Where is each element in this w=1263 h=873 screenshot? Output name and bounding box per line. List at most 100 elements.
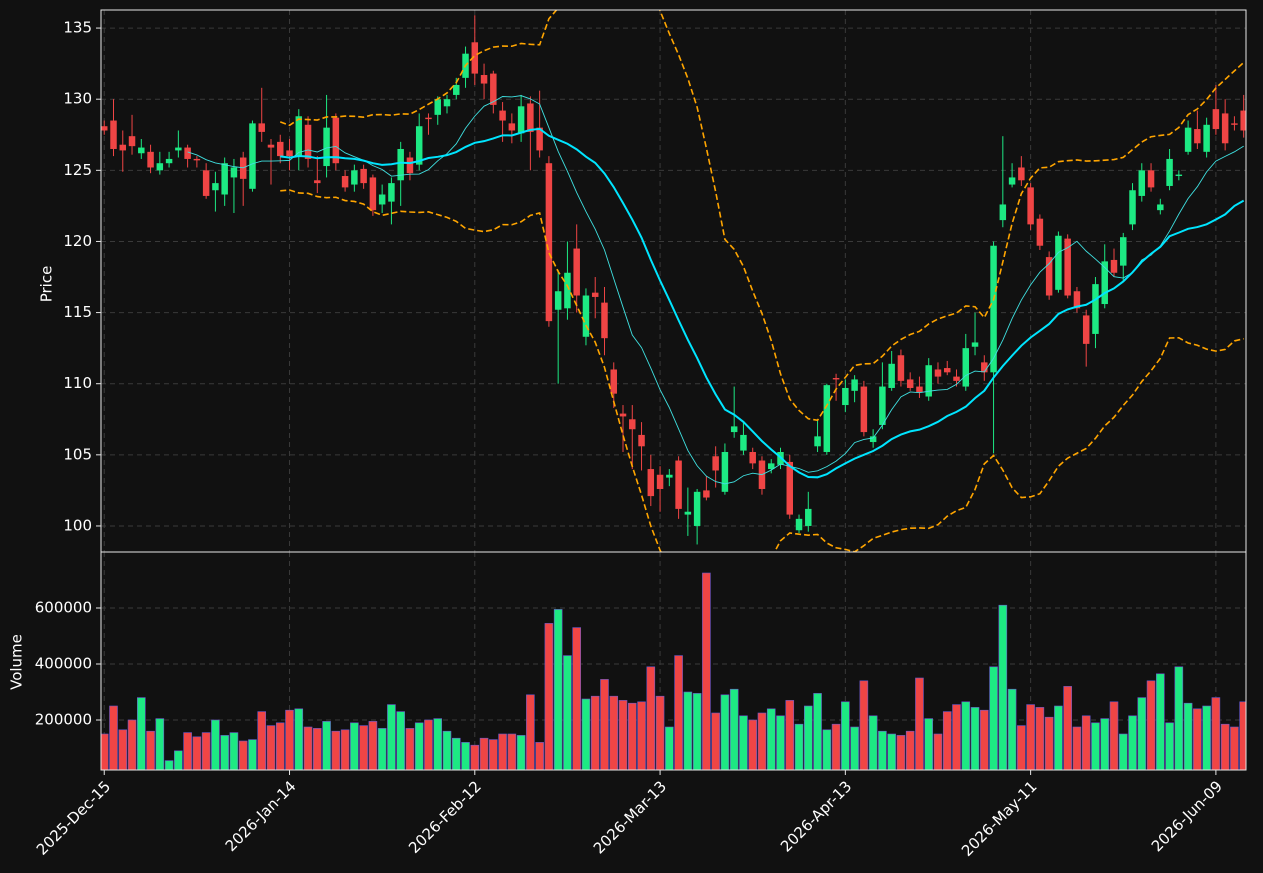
y-tick-label: 125 xyxy=(63,161,92,179)
candle-body xyxy=(230,167,238,178)
candle-body xyxy=(369,177,377,211)
candle-body xyxy=(1110,259,1118,273)
candle-body xyxy=(415,126,423,165)
volume-bar xyxy=(424,719,433,770)
volume-bar xyxy=(1044,716,1054,770)
candle-body xyxy=(202,170,210,196)
candle-body xyxy=(814,436,821,447)
candle-body xyxy=(786,461,794,515)
candle-body xyxy=(1092,284,1099,334)
candle-body xyxy=(591,292,599,297)
candle-body xyxy=(406,157,414,174)
volume-bar xyxy=(489,739,498,770)
volume-bar xyxy=(322,721,331,770)
volume-bar xyxy=(1183,702,1193,770)
volume-bar xyxy=(507,733,517,770)
volume-bar xyxy=(970,707,980,770)
candle-body xyxy=(314,180,321,184)
candle-body xyxy=(888,363,895,388)
volume-bar xyxy=(813,693,822,770)
candle-body xyxy=(258,123,265,132)
volume-bar xyxy=(285,709,294,770)
y2-tick-label: 200000 xyxy=(35,710,92,728)
candle-body xyxy=(953,376,960,381)
candle-body xyxy=(453,84,460,95)
candle-body xyxy=(767,463,775,470)
volume-bar xyxy=(794,723,804,770)
volume-bar xyxy=(1137,697,1147,770)
volume-bar xyxy=(526,694,535,770)
candle-body xyxy=(999,204,1007,221)
candle-body xyxy=(638,434,645,447)
volume-bar xyxy=(878,730,887,770)
volume-bar xyxy=(924,718,933,770)
candle-body xyxy=(1018,167,1025,181)
volume-bar xyxy=(1128,715,1137,770)
candle-body xyxy=(619,413,627,417)
volume-bar xyxy=(146,730,155,770)
candle-body xyxy=(443,99,451,107)
candle-body xyxy=(1212,109,1220,130)
volume-bar xyxy=(572,627,581,770)
volume-bar xyxy=(1100,718,1110,770)
volume-bar xyxy=(192,736,202,770)
candle-body xyxy=(304,124,312,159)
candle-body xyxy=(860,386,868,433)
candle-body xyxy=(147,151,154,168)
volume-bar xyxy=(405,728,415,770)
volume-frame xyxy=(100,551,1247,771)
volume-bar xyxy=(544,623,554,770)
candle-body xyxy=(517,106,525,134)
bollinger-upper xyxy=(279,10,1245,422)
volume-bar xyxy=(1081,715,1091,770)
candle-body xyxy=(128,136,136,147)
candle-body xyxy=(545,163,553,322)
y2-axis-label: Volume xyxy=(8,634,26,690)
volume-bar xyxy=(859,680,869,770)
candle-body xyxy=(906,379,914,388)
candle-body xyxy=(1203,124,1210,152)
volume-bar xyxy=(1118,733,1128,770)
candle-body xyxy=(962,348,970,387)
volume-bar xyxy=(637,701,646,770)
candle-body xyxy=(1082,315,1090,344)
candle-body xyxy=(471,42,479,74)
volume-bar xyxy=(896,735,906,770)
candle-body xyxy=(527,103,534,132)
volume-bar xyxy=(303,726,313,770)
volume-bar xyxy=(1109,701,1119,770)
volume-bar xyxy=(822,729,832,770)
volume-bar xyxy=(739,715,748,770)
candle-body xyxy=(842,387,849,406)
candle-body xyxy=(703,490,710,498)
volume-bar xyxy=(101,733,109,770)
candle-body xyxy=(267,144,275,148)
volume-bar xyxy=(229,732,239,770)
candle-body xyxy=(221,163,228,195)
candle-body xyxy=(508,123,516,131)
volume-bar xyxy=(915,677,924,770)
candle-body xyxy=(351,170,358,185)
candle-body xyxy=(666,474,673,478)
volume-bar xyxy=(535,742,544,770)
volume-bar xyxy=(470,744,480,770)
volume-bar xyxy=(109,705,118,770)
candle-body xyxy=(1138,170,1146,196)
candle-body xyxy=(1147,170,1155,188)
volume-bar xyxy=(804,705,813,770)
candle-body xyxy=(1240,110,1246,131)
volume-bar xyxy=(1156,673,1165,770)
volume-bar xyxy=(257,711,267,770)
candle-body xyxy=(656,474,664,489)
candle-body xyxy=(1166,158,1173,186)
candle-body xyxy=(601,302,608,339)
volume-bar xyxy=(581,698,591,770)
volume-bar xyxy=(627,702,637,770)
y-tick-label: 130 xyxy=(63,90,92,108)
volume-bar xyxy=(442,730,452,770)
candle-body xyxy=(684,511,692,515)
candle-body xyxy=(1120,237,1127,266)
volume-bar xyxy=(905,730,915,770)
volume-bar xyxy=(183,732,192,770)
